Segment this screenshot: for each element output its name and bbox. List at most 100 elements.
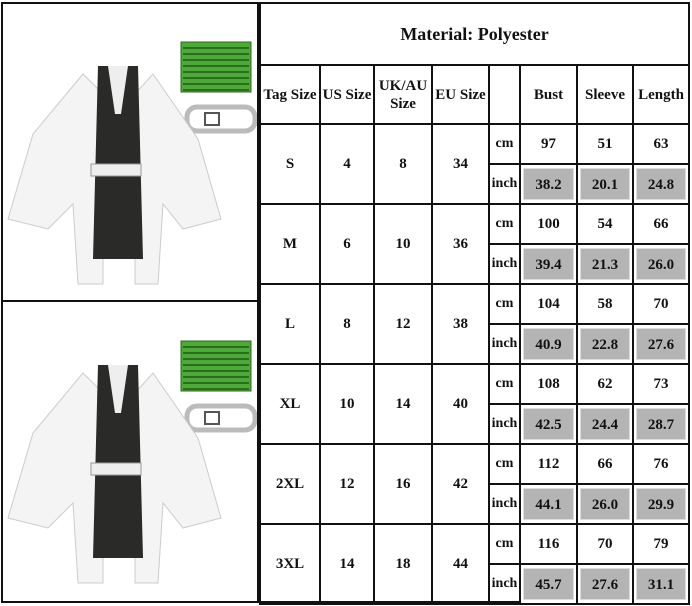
tag-size-cell: L <box>259 283 321 365</box>
uk-size-cell: 14 <box>373 363 433 445</box>
tag-size-cell: 3XL <box>259 523 321 605</box>
unit-label: cm <box>488 123 521 165</box>
inch-value-cell: 44.1 <box>519 483 578 525</box>
eu-size-cell: 40 <box>431 363 490 445</box>
inch-value-cell: 27.6 <box>631 323 691 365</box>
unit-label: inch <box>488 403 521 445</box>
inch-value: 24.4 <box>580 408 630 440</box>
us-size-cell: 6 <box>319 203 375 285</box>
column-header: Sleeve <box>576 64 634 125</box>
unit-label: inch <box>488 243 521 285</box>
inch-value: 27.6 <box>580 568 630 600</box>
table-row: S 4 8 34 cm 97 51 63 <box>259 123 691 205</box>
inch-value: 39.4 <box>523 248 574 280</box>
us-size-cell: 12 <box>319 443 375 525</box>
inch-value: 44.1 <box>523 488 574 520</box>
us-size-cell: 4 <box>319 123 375 205</box>
inch-value: 26.0 <box>580 488 630 520</box>
uk-size-cell: 12 <box>373 283 433 365</box>
tag-size-cell: 2XL <box>259 443 321 525</box>
unit-label: inch <box>488 323 521 365</box>
us-size-cell: 14 <box>319 523 375 605</box>
column-header <box>488 64 521 125</box>
table-row: M 6 10 36 cm 100 54 66 <box>259 203 691 285</box>
product-images <box>3 4 259 601</box>
unit-label: inch <box>488 163 521 205</box>
uk-size-cell: 10 <box>373 203 433 285</box>
cm-value: 66 <box>576 443 634 485</box>
us-size-cell: 8 <box>319 283 375 365</box>
table-row: 3XL 14 18 44 cm 116 70 79 <box>259 523 691 605</box>
inch-value: 38.2 <box>523 168 574 200</box>
eu-size-cell: 42 <box>431 443 490 525</box>
inch-value-cell: 21.3 <box>576 243 634 285</box>
inch-value-cell: 27.6 <box>576 563 634 605</box>
inch-value-cell: 20.1 <box>576 163 634 205</box>
inch-value-cell: 42.5 <box>519 403 578 445</box>
inch-value: 22.8 <box>580 328 630 360</box>
uk-size-cell: 8 <box>373 123 433 205</box>
cm-value: 108 <box>519 363 578 405</box>
inch-value-cell: 40.9 <box>519 323 578 365</box>
cm-value: 76 <box>631 443 691 485</box>
cm-value: 100 <box>519 203 578 245</box>
costume-image <box>3 4 258 302</box>
cm-value: 54 <box>576 203 634 245</box>
eu-size-cell: 38 <box>431 283 490 365</box>
table-row: inch 44.1 26.0 29.9 <box>260 483 691 525</box>
unit-label: inch <box>488 483 521 525</box>
inch-value: 28.7 <box>636 408 687 440</box>
size-table: Material: Polyester Tag Size US Size UK/AU … <box>258 4 691 605</box>
uk-size-cell: 18 <box>373 523 433 605</box>
inch-value: 40.9 <box>523 328 574 360</box>
table-row: L 8 12 38 cm 104 58 70 <box>259 283 691 365</box>
inch-value-cell: 45.7 <box>519 563 578 605</box>
cm-value: 104 <box>519 283 578 325</box>
inch-value: 42.5 <box>523 408 574 440</box>
us-size-cell: 10 <box>319 363 375 445</box>
column-header: US Size <box>319 64 375 125</box>
unit-label: cm <box>488 443 521 485</box>
inch-value-cell: 38.2 <box>519 163 578 205</box>
inch-value: 21.3 <box>580 248 630 280</box>
inch-value-cell: 31.1 <box>631 563 691 605</box>
inch-value-cell: 29.9 <box>631 483 691 525</box>
inch-value-cell: 39.4 <box>519 243 578 285</box>
uk-size-cell: 16 <box>373 443 433 525</box>
tag-size-cell: M <box>259 203 321 285</box>
inch-value-cell: 26.0 <box>631 243 691 285</box>
inch-value: 27.6 <box>636 328 687 360</box>
cm-value: 112 <box>519 443 578 485</box>
cm-value: 70 <box>576 523 634 565</box>
inch-value: 26.0 <box>636 248 687 280</box>
column-header: UK/AU Size <box>373 64 433 125</box>
material-title: Material: Polyester <box>258 4 691 66</box>
column-header: Tag Size <box>259 64 321 125</box>
eu-size-cell: 36 <box>431 203 490 285</box>
cm-value: 63 <box>631 123 691 165</box>
cm-value: 62 <box>576 363 634 405</box>
tag-size-cell: S <box>259 123 321 205</box>
inch-value: 29.9 <box>636 488 687 520</box>
table-row: 2XL 12 16 42 cm 112 66 76 <box>259 443 691 525</box>
inch-value-cell: 26.0 <box>576 483 634 525</box>
inch-value: 45.7 <box>523 568 574 600</box>
column-header: Bust <box>519 64 578 125</box>
table-row: inch 40.9 22.8 27.6 <box>260 323 691 365</box>
table-row: inch 39.4 21.3 26.0 <box>260 243 691 285</box>
costume-image <box>3 303 258 601</box>
inch-value: 20.1 <box>580 168 630 200</box>
column-header: EU Size <box>431 64 490 125</box>
cm-value: 73 <box>631 363 691 405</box>
cm-value: 116 <box>519 523 578 565</box>
table-row: XL 10 14 40 cm 108 62 73 <box>259 363 691 445</box>
table-row: inch 42.5 24.4 28.7 <box>260 403 691 445</box>
inch-value-cell: 24.4 <box>576 403 634 445</box>
unit-label: cm <box>488 363 521 405</box>
eu-size-cell: 34 <box>431 123 490 205</box>
inch-value-cell: 24.8 <box>631 163 691 205</box>
cm-value: 58 <box>576 283 634 325</box>
inch-value-cell: 28.7 <box>631 403 691 445</box>
inch-value: 31.1 <box>636 568 687 600</box>
